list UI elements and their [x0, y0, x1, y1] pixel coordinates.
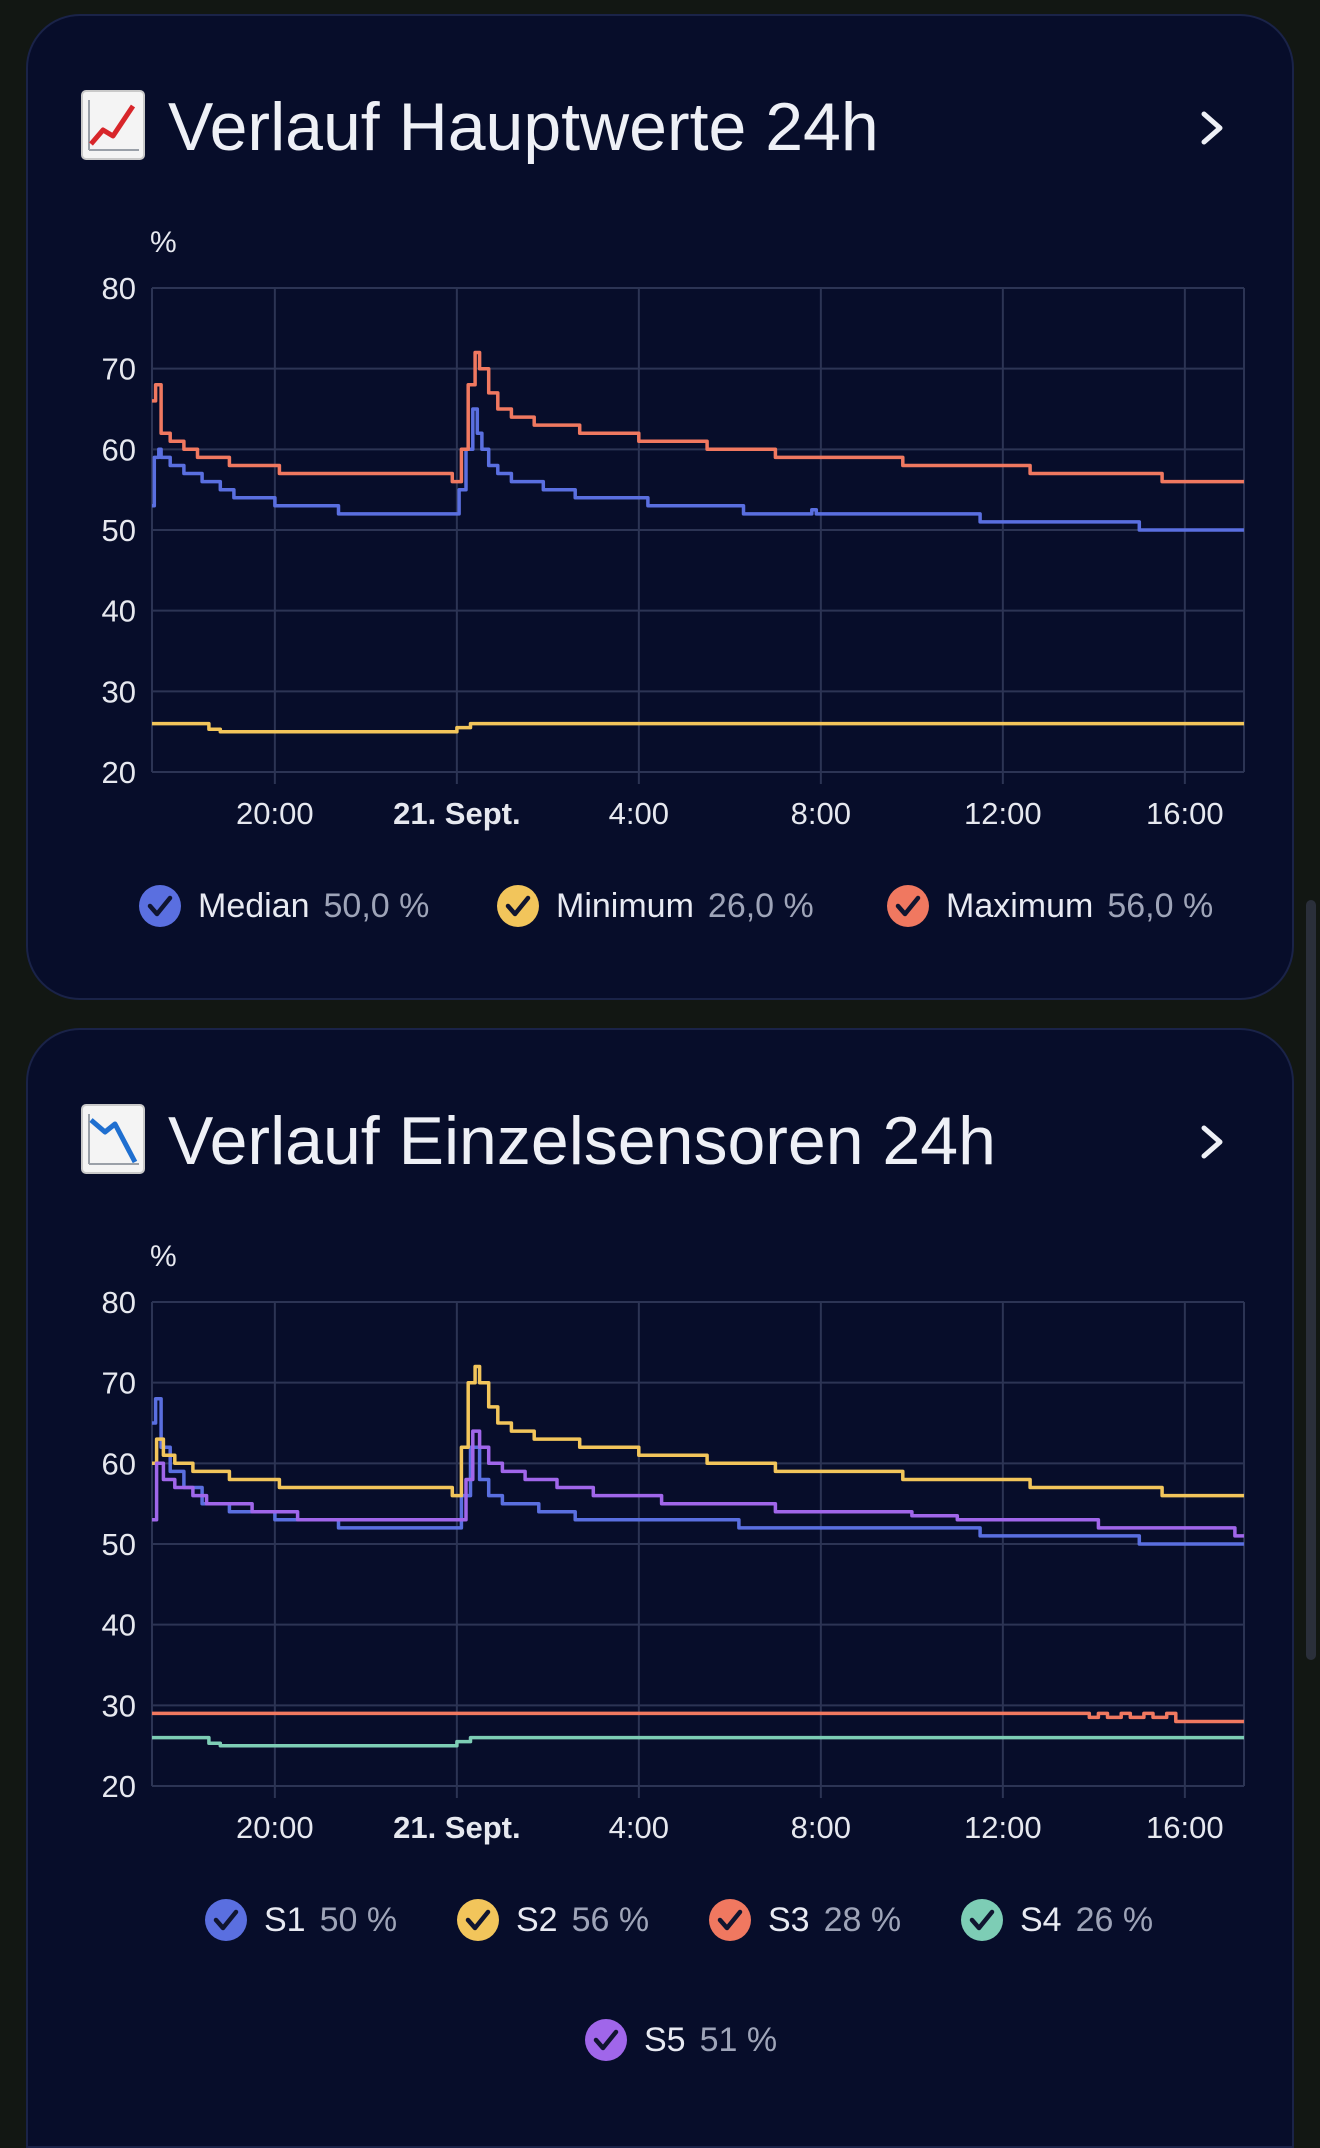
chart-increasing-emoji-icon [81, 90, 145, 160]
card-header[interactable]: Verlauf Einzelsensoren 24h [28, 1030, 1292, 1230]
legend-item-s5[interactable]: S5 51 % [584, 2018, 777, 2062]
series-line-s5 [152, 1429, 1244, 1538]
y-tick-label: 80 [102, 1285, 136, 1320]
legend-item-maximum[interactable]: Maximum 56,0 % [886, 884, 1213, 928]
x-tick-label: 8:00 [791, 1810, 851, 1845]
legend-label: Maximum [946, 886, 1094, 925]
y-tick-label: 70 [102, 352, 136, 387]
legend-value: 56,0 % [1107, 886, 1214, 925]
series-line-s1 [152, 1397, 1244, 1546]
x-tick-label: 12:00 [964, 796, 1042, 831]
card-title: Verlauf Einzelsensoren 24h [168, 1103, 996, 1179]
series-line-minimum [152, 721, 1244, 734]
check-icon [887, 885, 929, 927]
legend-label: Minimum [556, 886, 694, 925]
x-tick-label: 20:00 [236, 1810, 314, 1845]
series-line-s4 [152, 1735, 1244, 1748]
y-axis-unit: % [150, 226, 177, 259]
legend-label: S5 [644, 2020, 686, 2059]
x-tick-label: 16:00 [1146, 796, 1224, 831]
y-axis-unit: % [150, 1240, 177, 1273]
y-tick-label: 60 [102, 1446, 136, 1481]
legend-label: S4 [1020, 1900, 1062, 1939]
legend-label: S3 [768, 1900, 810, 1939]
legend-item-s4[interactable]: S4 26 % [960, 1898, 1153, 1942]
y-tick-label: 20 [102, 755, 136, 790]
legend-value: 26,0 % [707, 886, 814, 925]
legend-value: 56 % [571, 1900, 650, 1939]
y-tick-label: 80 [102, 271, 136, 306]
x-tick-label: 21. Sept. [393, 796, 521, 831]
x-tick-label: 21. Sept. [393, 1810, 521, 1845]
x-tick-label: 16:00 [1146, 1810, 1224, 1845]
x-tick-label: 12:00 [964, 1810, 1042, 1845]
card-verlauf-einzelsensoren: Verlauf Einzelsensoren 24h % 20 30 40 50 60 70… [26, 1028, 1294, 2148]
series-line-s2 [152, 1364, 1244, 1498]
card-header[interactable]: Verlauf Hauptwerte 24h [28, 16, 1292, 216]
chart-decreasing-emoji-icon [81, 1104, 145, 1174]
y-tick-label: 50 [102, 1527, 136, 1562]
legend-value: 50 % [319, 1900, 398, 1939]
legend-item-s2[interactable]: S2 56 % [456, 1898, 649, 1942]
x-tick-label: 4:00 [609, 796, 669, 831]
scrollbar[interactable] [1306, 900, 1316, 1660]
series-line-s3 [152, 1711, 1244, 1724]
y-tick-label: 30 [102, 1688, 136, 1723]
legend-value: 50,0 % [323, 886, 430, 925]
y-tick-label: 50 [102, 513, 136, 548]
check-icon [139, 885, 181, 927]
check-icon [585, 2019, 627, 2061]
check-icon [457, 1899, 499, 1941]
check-icon [709, 1899, 751, 1941]
series-line-median [152, 407, 1244, 532]
x-tick-label: 20:00 [236, 796, 314, 831]
y-tick-label: 40 [102, 1608, 136, 1643]
line-chart: % 20 30 40 50 60 70 80 20:00 21. Sept. 4:00 8:00 12:… [102, 226, 1245, 831]
check-icon [205, 1899, 247, 1941]
card-title: Verlauf Hauptwerte 24h [168, 89, 879, 165]
legend-label: S2 [516, 1900, 558, 1939]
legend-value: 28 % [823, 1900, 902, 1939]
legend-label: Median [198, 886, 310, 925]
y-tick-label: 70 [102, 1366, 136, 1401]
check-icon [961, 1899, 1003, 1941]
legend-item-minimum[interactable]: Minimum 26,0 % [496, 884, 814, 928]
legend-label: S1 [264, 1900, 306, 1939]
chevron-right-icon[interactable] [1192, 1122, 1232, 1162]
legend-item-s3[interactable]: S3 28 % [708, 1898, 901, 1942]
y-tick-label: 60 [102, 432, 136, 467]
check-icon [497, 885, 539, 927]
y-tick-label: 20 [102, 1769, 136, 1804]
chevron-right-icon[interactable] [1192, 108, 1232, 148]
legend-value: 26 % [1075, 1900, 1154, 1939]
legend-item-median[interactable]: Median 50,0 % [138, 884, 429, 928]
x-tick-label: 8:00 [791, 796, 851, 831]
legend-item-s1[interactable]: S1 50 % [204, 1898, 397, 1942]
card-verlauf-hauptwerte: Verlauf Hauptwerte 24h % 20 30 40 50 60 70 80 20… [26, 14, 1294, 1000]
line-chart: % 20 30 40 50 60 70 80 20:00 21. Sept. 4:00 8:00 12:… [102, 1240, 1245, 1845]
y-tick-label: 30 [102, 674, 136, 709]
x-tick-label: 4:00 [609, 1810, 669, 1845]
y-tick-label: 40 [102, 594, 136, 629]
series-line-maximum [152, 350, 1244, 484]
legend-value: 51 % [699, 2020, 778, 2059]
